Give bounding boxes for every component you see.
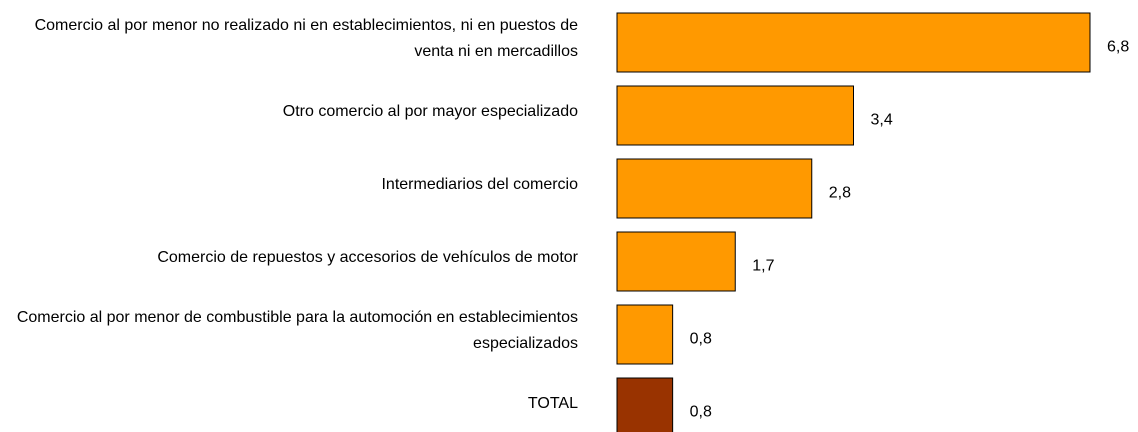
category-label: Intermediarios del comercio xyxy=(381,175,578,193)
value-label: 2,8 xyxy=(829,185,851,202)
bar xyxy=(616,304,674,365)
value-label: 6,8 xyxy=(1107,39,1129,56)
bar xyxy=(616,85,854,146)
value-label: 1,7 xyxy=(752,258,774,275)
bar xyxy=(616,158,813,219)
bar xyxy=(616,377,674,432)
category-label: TOTAL xyxy=(527,394,578,412)
value-label: 0,8 xyxy=(690,404,712,421)
bar xyxy=(616,231,736,292)
value-label: 0,8 xyxy=(690,331,712,348)
value-label: 3,4 xyxy=(871,112,893,129)
category-label: Comercio al por menor de combustible par… xyxy=(16,308,578,352)
category-label: Comercio de repuestos y accesorios de ve… xyxy=(157,248,578,266)
bar xyxy=(616,12,1091,73)
category-label: Otro comercio al por mayor especializado xyxy=(282,102,578,120)
category-label: Comercio al por menor no realizado ni en… xyxy=(34,16,578,60)
